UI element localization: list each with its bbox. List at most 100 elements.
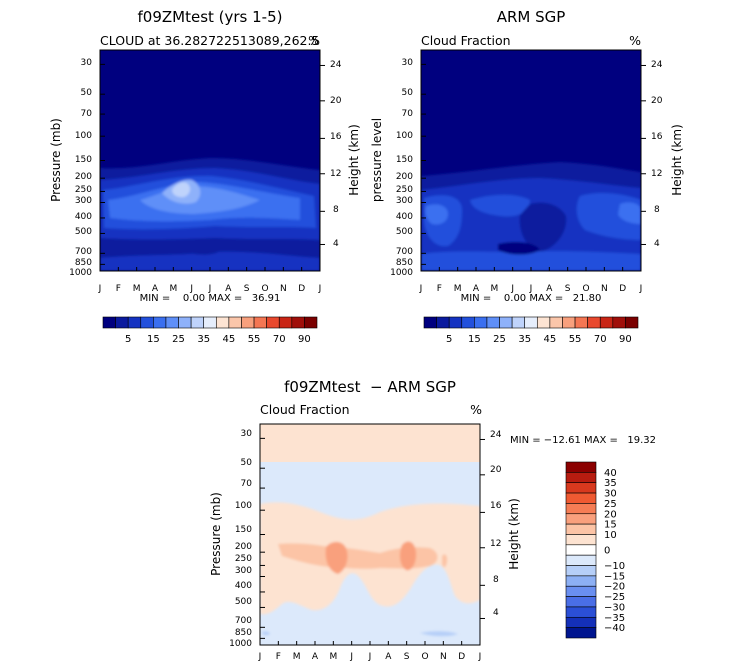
colorbar-swatch <box>565 523 597 535</box>
panel-diff-y-axis: 30 50 70 100 150 200 250 300 400 500 700… <box>229 429 252 649</box>
panel-obs-y-axis: 30 50 70 100 150 200 250 300 400 500 700… <box>390 58 413 278</box>
pressure-tick: 850 <box>396 258 413 268</box>
panel-obs-minmax: MIN = 0.00 MAX = 21.80 <box>461 293 602 304</box>
month-tick-label: J <box>419 284 423 294</box>
colorbar-swatch <box>565 492 597 504</box>
month-tick-label: J <box>639 284 643 294</box>
month-tick-label: J <box>208 284 212 294</box>
colorbar-swatch <box>565 585 597 597</box>
panel-obs-units: % <box>629 33 641 48</box>
colorbar-swatch <box>587 316 601 329</box>
colorbar-swatch <box>625 316 639 329</box>
month-tick-label: M <box>293 652 301 662</box>
colorbar-swatch <box>574 316 588 329</box>
month-tick-label: J <box>349 652 353 662</box>
colorbar-label: 90 <box>619 334 632 345</box>
colorbar-swatch <box>565 472 597 484</box>
height-tick: 24 <box>651 60 663 70</box>
colorbar-swatch <box>565 544 597 556</box>
month-tick-label: D <box>298 284 305 294</box>
colorbar-swatch <box>524 316 538 329</box>
panel-model-title: f09ZMtest (yrs 1-5) <box>138 8 283 26</box>
colorbar-swatch <box>511 316 526 329</box>
pressure-tick: 400 <box>396 212 413 222</box>
pressure-tick: 150 <box>235 525 252 535</box>
month-tick-label: F <box>116 284 121 294</box>
colorbar-label: 5 <box>125 334 131 345</box>
pressure-tick: 1000 <box>69 268 92 278</box>
height-tick: 4 <box>654 239 660 249</box>
colorbar-label: −35 <box>604 613 625 624</box>
panel-diff-right-axis: 24 20 16 12 8 4 <box>490 430 502 618</box>
colorbar-swatch <box>241 316 255 329</box>
month-tick-label: S <box>565 284 571 294</box>
panel-model-subtitle: CLOUD at 36.282722513089,262.5 <box>100 33 319 48</box>
month-tick-label: D <box>619 284 626 294</box>
height-tick: 20 <box>330 96 342 106</box>
panel-model-right-axis: 24 20 16 12 8 4 <box>330 60 342 249</box>
colorbar-label: 15 <box>147 334 160 345</box>
colorbar-label: 20 <box>604 509 617 520</box>
pressure-tick: 200 <box>396 172 413 182</box>
pressure-tick: 850 <box>75 258 92 268</box>
colorbar-label: 10 <box>604 530 617 541</box>
pressure-tick: 30 <box>81 58 93 68</box>
colorbar-swatch <box>304 316 318 329</box>
pressure-tick: 250 <box>396 185 413 195</box>
pressure-tick: 1000 <box>229 639 252 649</box>
pressure-tick: 300 <box>75 196 92 206</box>
pressure-tick: 700 <box>396 247 413 257</box>
month-tick-label: J <box>529 284 533 294</box>
month-tick-label: M <box>169 284 177 294</box>
colorbar-swatch <box>102 316 116 329</box>
colorbar-label: 70 <box>273 334 286 345</box>
panel-obs-right-axis: 24 20 16 12 8 4 <box>651 60 663 249</box>
month-tick-label: J <box>510 284 514 294</box>
colorbar-label: 40 <box>604 468 617 479</box>
pressure-tick: 200 <box>235 542 252 552</box>
panel-model-ylabel-right: Height (km) <box>347 124 361 195</box>
colorbar-swatch <box>474 316 488 329</box>
colorbar-swatch <box>565 616 597 628</box>
pressure-tick: 500 <box>396 227 413 237</box>
month-tick-label: S <box>244 284 250 294</box>
month-tick-label: M <box>329 652 337 662</box>
height-tick: 4 <box>333 239 339 249</box>
height-tick: 16 <box>490 501 502 511</box>
height-tick: 24 <box>330 60 342 70</box>
colorbar-swatch <box>499 316 513 329</box>
panel-diff-ylabel: Pressure (mb) <box>209 492 223 576</box>
colorbar-swatch <box>190 316 205 329</box>
colorbar-label: 25 <box>493 334 506 345</box>
panel-model-y-axis: 30 50 70 100 150 200 250 300 400 500 700… <box>69 58 92 278</box>
month-tick-label: A <box>546 284 553 294</box>
pressure-tick: 100 <box>396 131 413 141</box>
month-tick-label: N <box>440 652 447 662</box>
pressure-tick: 100 <box>75 131 92 141</box>
colorbar-swatch <box>278 316 293 329</box>
colorbar-swatch <box>565 513 597 525</box>
colorbar-swatch <box>228 316 242 329</box>
colorbar-label: 30 <box>604 489 617 500</box>
month-tick-label: N <box>601 284 608 294</box>
month-tick-label: S <box>404 652 410 662</box>
pressure-tick: 700 <box>75 247 92 257</box>
colorbar-swatch <box>549 316 563 329</box>
height-tick: 8 <box>654 205 660 215</box>
colorbar-swatch <box>565 461 597 473</box>
pressure-tick: 300 <box>396 196 413 206</box>
pressure-tick: 200 <box>75 172 92 182</box>
month-tick-label: N <box>280 284 287 294</box>
colorbar-label: −20 <box>604 582 625 593</box>
colorbar-label: 25 <box>604 499 617 510</box>
month-tick-label: D <box>458 652 465 662</box>
height-tick: 16 <box>651 132 663 142</box>
colorbar-label: 25 <box>172 334 185 345</box>
month-tick-label: J <box>478 652 482 662</box>
month-tick-label: A <box>312 652 319 662</box>
panel-model-units: % <box>308 33 320 48</box>
month-tick-label: F <box>437 284 442 294</box>
pressure-tick: 500 <box>75 227 92 237</box>
height-tick: 20 <box>651 96 663 106</box>
